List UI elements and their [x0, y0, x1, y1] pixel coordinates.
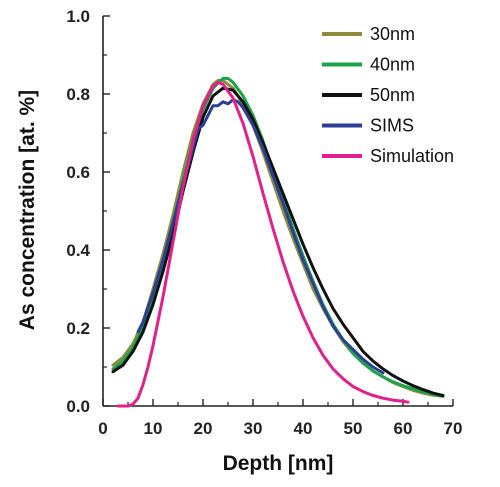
x-tick-label: 50 [344, 419, 363, 438]
x-tick-label: 40 [294, 419, 313, 438]
x-tick-label: 60 [394, 419, 413, 438]
legend-label-40nm: 40nm [370, 55, 415, 75]
y-tick-label: 0.8 [66, 85, 90, 104]
y-tick-label: 1.0 [66, 7, 90, 26]
y-tick-label: 0.6 [66, 163, 90, 182]
series-line-simulation [116, 80, 410, 408]
x-tick-label: 70 [444, 419, 463, 438]
y-tick-label: 0.0 [66, 397, 90, 416]
legend-label-50nm: 50nm [370, 85, 415, 105]
x-tick-label: 30 [244, 419, 263, 438]
x-tick-label: 20 [194, 419, 213, 438]
series-line-50nm [111, 86, 445, 397]
legend-label-sims: SIMS [370, 116, 414, 136]
plot-axes: 0 10 20 30 40 50 60 70 0.0 0.2 0.4 0.6 0.8 1.0 [66, 7, 462, 438]
legend-label-30nm: 30nm [370, 24, 415, 44]
x-tick-label: 10 [144, 419, 163, 438]
x-axis-title: Depth [nm] [223, 452, 334, 475]
x-tick-label: 0 [98, 419, 107, 438]
series-layer [111, 76, 445, 408]
y-tick-label: 0.2 [66, 319, 90, 338]
y-axis-title: As concentration [at. %] [16, 90, 39, 330]
legend-label-simulation: Simulation [370, 146, 454, 166]
legend: 30nm 40nm 50nm SIMS Simulation [322, 24, 454, 166]
y-tick-label: 0.4 [66, 241, 90, 260]
